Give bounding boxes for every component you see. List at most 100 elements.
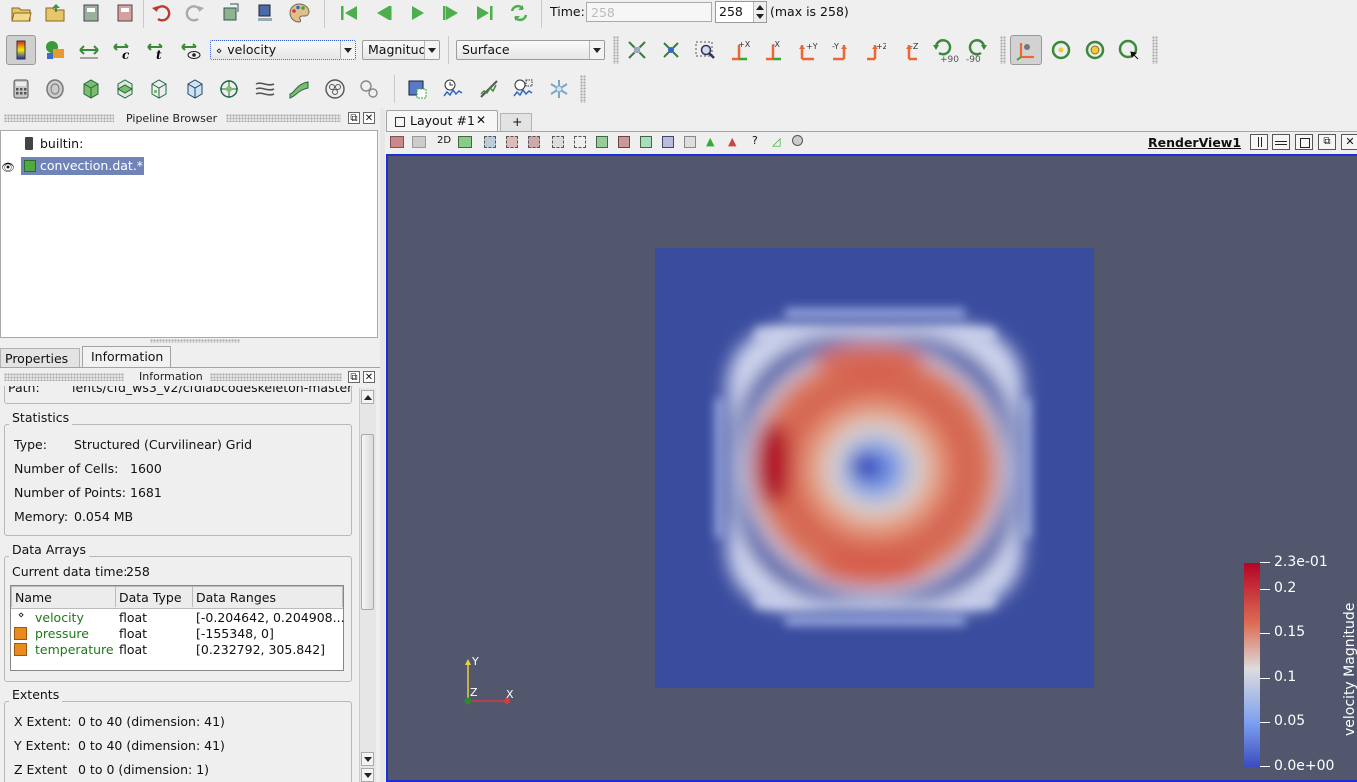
select-cells-through-icon[interactable] <box>528 136 540 148</box>
zoom-to-data-icon[interactable] <box>658 37 684 63</box>
undock-icon[interactable]: ⧉ <box>348 112 360 124</box>
loop-icon[interactable] <box>506 0 532 26</box>
shrink-selection-icon-2[interactable]: ▲ <box>728 135 737 148</box>
camera-link-icon[interactable] <box>458 136 472 148</box>
close-tab-icon[interactable]: ✕ <box>476 113 487 127</box>
slice-icon[interactable] <box>112 76 138 102</box>
rescale-custom-range-icon[interactable]: c <box>110 37 136 63</box>
timestep-spinbox[interactable]: 258 <box>715 1 767 23</box>
table-row[interactable]: ⋄ velocity float [-0.204642, 0.204908... <box>18 610 345 625</box>
rotate-minus-90-icon[interactable] <box>964 35 990 61</box>
capture-view-disabled-icon[interactable] <box>412 136 426 148</box>
view-plus-y-icon[interactable]: +Y <box>794 37 820 63</box>
save-state-icon[interactable] <box>112 0 138 26</box>
interactive-select-icon[interactable] <box>618 136 630 148</box>
plot-selection-over-time-icon[interactable] <box>510 76 536 102</box>
capture-view-icon[interactable] <box>390 136 404 148</box>
group-datasets-icon[interactable] <box>322 76 348 102</box>
render-view[interactable]: Y Z X 2.3e-01 0.2 0.15 0.1 0.05 0.0e+00 … <box>386 154 1357 782</box>
select-points-on-icon[interactable] <box>506 136 518 148</box>
camera-redo-icon[interactable] <box>252 0 278 26</box>
hover-points-icon[interactable] <box>640 136 652 148</box>
column-header-type[interactable]: Data Type <box>116 586 193 607</box>
close-panel-icon[interactable]: ✕ <box>363 112 375 124</box>
contour-icon[interactable] <box>42 76 68 102</box>
clip-icon[interactable] <box>78 76 104 102</box>
next-frame-icon[interactable] <box>438 0 464 26</box>
select-cells-on-icon[interactable] <box>484 136 496 148</box>
close-panel-icon[interactable]: ✕ <box>363 371 375 383</box>
view-minus-z-icon[interactable]: -Z <box>896 37 922 63</box>
last-frame-icon[interactable] <box>472 0 498 26</box>
calculator-icon[interactable] <box>8 76 34 102</box>
center-axes-visibility-icon[interactable] <box>1048 37 1074 63</box>
table-row[interactable]: pressure float [-155348, 0] <box>11 626 343 642</box>
select-block-icon[interactable] <box>596 136 608 148</box>
rescale-temporal-range-icon[interactable]: t <box>144 37 170 63</box>
select-cells-icon[interactable] <box>404 76 430 102</box>
column-header-ranges[interactable]: Data Ranges <box>193 586 343 607</box>
tab-information[interactable]: Information <box>82 346 171 368</box>
table-row[interactable]: temperature float [0.232792, 305.842] <box>11 642 343 658</box>
camera-undo-icon[interactable] <box>218 0 244 26</box>
extract-subset-icon[interactable] <box>182 76 208 102</box>
view-plus-x-icon[interactable]: +X <box>726 37 752 63</box>
previous-frame-icon[interactable] <box>370 0 396 26</box>
select-polygon-icon[interactable] <box>574 136 586 148</box>
toggle-color-legend-icon[interactable] <box>6 35 36 65</box>
scroll-down-icon[interactable] <box>361 768 374 782</box>
hover-cells-icon[interactable] <box>662 136 674 148</box>
color-legend[interactable]: 2.3e-01 0.2 0.15 0.1 0.05 0.0e+00 veloci… <box>1238 554 1357 780</box>
scroll-down-icon[interactable] <box>361 752 374 766</box>
color-array-select[interactable]: ⋄ velocity <box>210 40 356 60</box>
undock-icon[interactable]: ⧉ <box>348 371 360 383</box>
recent-files-icon[interactable] <box>42 0 68 26</box>
pick-center-icon[interactable] <box>1116 37 1142 63</box>
rescale-visible-range-icon[interactable] <box>178 37 204 63</box>
undock-view-icon[interactable]: ⧉ <box>1318 134 1336 150</box>
time-input[interactable]: 258 <box>586 2 712 22</box>
grow-selection-icon[interactable] <box>684 136 696 148</box>
information-scrollbar[interactable] <box>359 388 376 782</box>
reset-camera-icon[interactable] <box>624 37 650 63</box>
spin-arrows-icon[interactable] <box>753 2 766 22</box>
view-minus-x-icon[interactable]: -X <box>760 37 786 63</box>
2d-mode-button[interactable]: 2D <box>437 135 452 146</box>
warp-by-vector-icon[interactable] <box>286 76 312 102</box>
undo-icon[interactable] <box>148 0 174 26</box>
scroll-up-icon[interactable] <box>361 390 374 404</box>
layout-tab[interactable]: Layout #1 ✕ <box>386 110 498 131</box>
open-file-icon[interactable] <box>8 0 34 26</box>
plot-over-line-icon[interactable] <box>476 76 502 102</box>
glyph-icon[interactable] <box>216 76 242 102</box>
visibility-eye-icon[interactable]: 👁 <box>1 161 15 174</box>
splitter[interactable] <box>380 108 385 782</box>
shrink-selection-icon[interactable]: ▲ <box>706 135 715 148</box>
split-horizontal-icon[interactable] <box>1250 134 1268 150</box>
edit-color-map-icon[interactable] <box>42 37 68 63</box>
view-plus-z-icon[interactable]: +Z <box>862 37 888 63</box>
extract-level-icon[interactable] <box>356 76 382 102</box>
first-frame-icon[interactable] <box>336 0 362 26</box>
select-points-through-icon[interactable] <box>552 136 564 148</box>
plot-over-time-icon[interactable] <box>440 76 466 102</box>
play-icon[interactable] <box>404 0 430 26</box>
tab-properties[interactable]: Properties <box>0 348 80 367</box>
view-minus-y-icon[interactable]: -Y <box>828 37 854 63</box>
reset-center-icon[interactable] <box>1082 37 1108 63</box>
transform-icon[interactable] <box>546 76 572 102</box>
color-palette-icon[interactable] <box>286 0 312 26</box>
rescale-data-range-icon[interactable] <box>76 37 102 63</box>
help-icon[interactable]: ? <box>752 134 758 147</box>
threshold-icon[interactable] <box>146 76 172 102</box>
zoom-to-box-icon[interactable] <box>692 37 718 63</box>
close-view-icon[interactable]: ✕ <box>1341 134 1357 150</box>
toggle-selection-icon[interactable]: ◿ <box>772 135 781 148</box>
rotate-plus-90-icon[interactable] <box>930 35 956 61</box>
maximize-view-icon[interactable] <box>1295 134 1313 150</box>
column-header-name[interactable]: Name <box>11 586 116 607</box>
clear-selection-icon[interactable] <box>792 135 803 146</box>
split-vertical-icon[interactable] <box>1272 134 1290 150</box>
color-component-select[interactable]: Magnitude <box>362 40 440 60</box>
pipeline-item-convection[interactable]: convection.dat.* <box>21 157 144 175</box>
